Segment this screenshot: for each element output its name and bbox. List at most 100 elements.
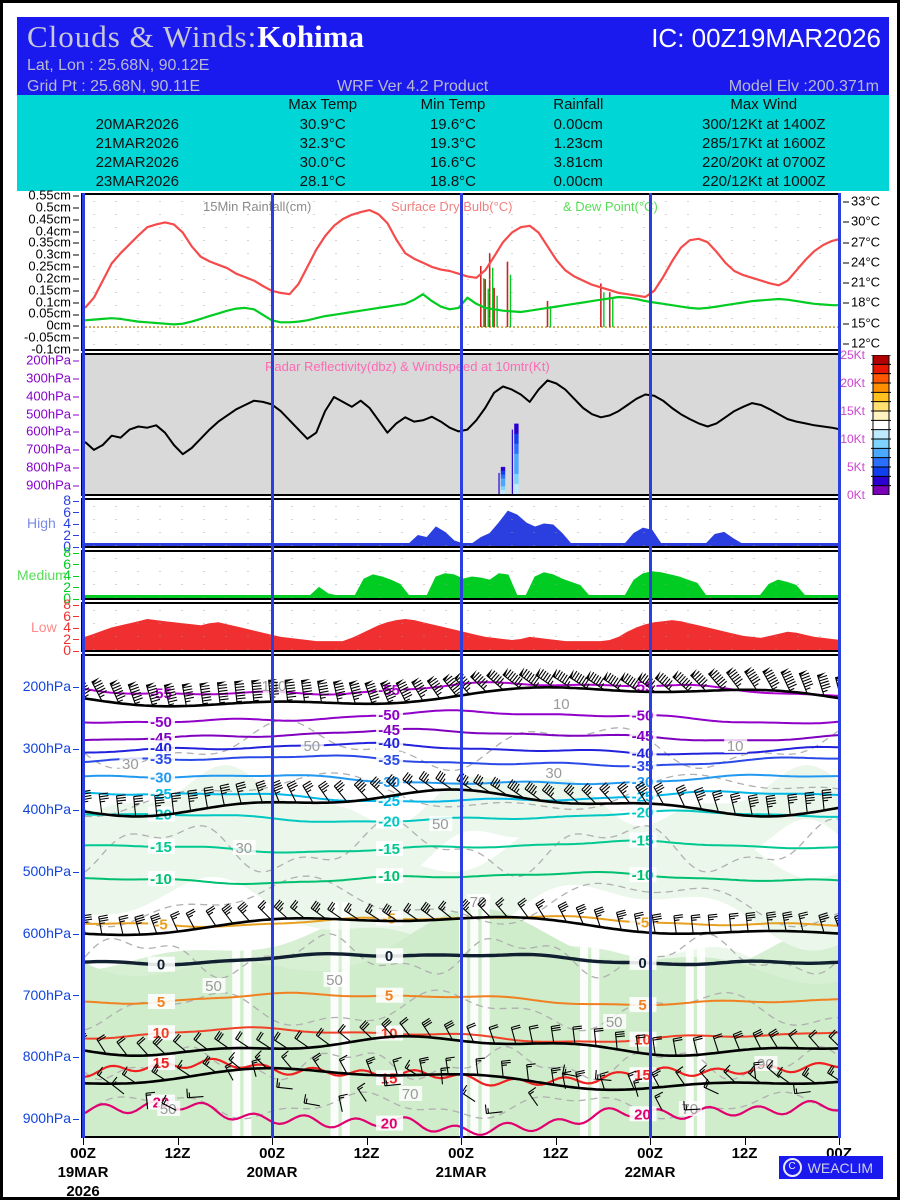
panel1-left-tick: -0.05cm	[3, 330, 79, 345]
x-axis-tick-mark	[83, 1138, 84, 1145]
cloud-tick: 2	[3, 527, 79, 543]
x-axis-tick-mark	[366, 1138, 368, 1145]
x-axis-tick-day: 21MAR	[435, 1164, 487, 1181]
panel1-left-tick: 0.05cm	[3, 306, 79, 321]
wrf-version-label: WRF Ver 4.2 Product	[337, 78, 489, 95]
cloud-tick: 6	[3, 504, 79, 520]
panel1-right-tick: 30°C	[843, 214, 880, 229]
svg-text:50: 50	[160, 1101, 177, 1118]
svg-text:-10: -10	[378, 868, 400, 885]
panel1-right-tick: 18°C	[843, 295, 880, 310]
panel1-left-tick: 0.35cm	[3, 235, 79, 250]
svg-text:-55: -55	[378, 682, 400, 699]
cell-max-temp: 28.1°C	[299, 173, 346, 190]
cell-max-wind: 300/12Kt at 1400Z	[701, 116, 826, 133]
cloud-tick: 8	[3, 492, 79, 508]
cell-max-wind: 220/20Kt at 0700Z	[701, 154, 826, 171]
cell-rainfall: 0.00cm	[553, 116, 603, 133]
table-row: 20MAR2026 30.9°C 19.6°C 0.00cm 300/12Kt …	[17, 115, 889, 134]
x-axis-tick-hour: 12Z	[542, 1145, 569, 1162]
panel2-left-tick: 500hPa	[3, 406, 79, 421]
cloud-tick: 0	[3, 642, 79, 658]
panel1-left-tick: 0.5cm	[3, 199, 79, 214]
model-elevation-label: Model Elv :200.371m	[728, 78, 879, 95]
cloud-tick: 4	[3, 619, 79, 635]
cloud-tick: 8	[3, 596, 79, 612]
day-separator-line	[459, 193, 463, 1138]
cell-rainfall: 3.81cm	[553, 154, 603, 171]
cloud-label-low: Low	[31, 619, 57, 635]
panel2-title: Radar Reflectivity(dbz) & Windspeed at 1…	[265, 359, 550, 374]
lat-lon-label: Lat, Lon : 25.68N, 90.12E	[27, 57, 210, 74]
panel4-left-tick: 900hPa	[3, 1110, 79, 1126]
x-axis-tick-hour: 00Z	[259, 1145, 285, 1162]
panel4-left-tick: 400hPa	[3, 801, 79, 817]
panel2-left-tick: 600hPa	[3, 424, 79, 439]
panel4-left-tick: 200hPa	[3, 678, 79, 694]
svg-text:-15: -15	[150, 839, 172, 856]
title-prefix: Clouds & Winds:	[27, 19, 258, 54]
svg-text:-45: -45	[632, 728, 654, 745]
windspeed-colorbar	[871, 355, 891, 495]
svg-text:-15: -15	[378, 841, 400, 858]
panel1-left-tick: 0.55cm	[3, 188, 79, 203]
cell-min-temp: 18.8°C	[429, 173, 476, 190]
colorbar-tick: 10Kt	[840, 432, 865, 446]
svg-text:-5: -5	[154, 916, 167, 933]
panel4-left-tick: 700hPa	[3, 987, 79, 1003]
copyright-icon: C	[782, 1158, 802, 1177]
svg-text:20: 20	[634, 1106, 651, 1123]
svg-text:50: 50	[606, 1014, 623, 1031]
x-axis-tick-year: 2026	[66, 1183, 100, 1200]
svg-text:-35: -35	[378, 752, 400, 769]
x-axis-tick-day: 19MAR	[57, 1164, 109, 1181]
panel1-left-tick: 0cm	[3, 318, 79, 333]
svg-text:130: 130	[261, 678, 286, 695]
colorbar-tick: 0Kt	[846, 488, 865, 502]
x-axis-tick-mark	[272, 1138, 273, 1145]
svg-text:20: 20	[381, 1116, 398, 1133]
svg-text:70: 70	[470, 894, 487, 911]
panel2-left-tick: 800hPa	[3, 460, 79, 475]
panel2-left-tick: 700hPa	[3, 442, 79, 457]
cloud-tick: 4	[3, 515, 79, 531]
cell-rainfall: 1.23cm	[553, 135, 603, 152]
panel4-left-tick: 600hPa	[3, 925, 79, 941]
table-header-row: Max Temp Min Temp Rainfall Max Wind	[17, 95, 889, 115]
panel1-right-tick: 24°C	[843, 254, 880, 269]
panel1-title-rainfall: 15Min Rainfall(cm)	[203, 199, 312, 214]
panel1-title-dewpoint: & Dew Point(°C)	[563, 199, 658, 214]
panel1-left-tick: 0.25cm	[3, 259, 79, 274]
cell-date: 20MAR2026	[95, 116, 179, 133]
col-head-rainfall: Rainfall	[553, 96, 604, 113]
panel1-left-tick: 0.2cm	[3, 270, 79, 285]
svg-text:-35: -35	[632, 758, 654, 775]
svg-text:90: 90	[757, 1056, 774, 1073]
cloud-tick: 6	[3, 556, 79, 572]
cloud-tick: 0	[3, 590, 79, 606]
x-axis-tick-mark	[461, 1138, 462, 1145]
colorbar-tick: 15Kt	[840, 404, 865, 418]
x-axis-tick-hour: 00Z	[637, 1145, 663, 1162]
x-axis-tick-mark	[177, 1138, 179, 1145]
cell-max-temp: 32.3°C	[299, 135, 346, 152]
svg-text:-10: -10	[150, 871, 172, 888]
cell-date: 23MAR2026	[95, 173, 179, 190]
svg-text:30: 30	[122, 756, 139, 773]
cell-date: 22MAR2026	[95, 154, 179, 171]
svg-text:-15: -15	[632, 833, 654, 850]
col-head-max-wind: Max Wind	[730, 96, 798, 113]
cell-min-temp: 19.6°C	[429, 116, 476, 133]
col-head-date	[17, 95, 258, 115]
panel2-left-tick: 400hPa	[3, 388, 79, 403]
svg-text:-30: -30	[150, 770, 172, 787]
svg-text:5: 5	[385, 988, 393, 1005]
table-row: 22MAR2026 30.0°C 16.6°C 3.81cm 220/20Kt …	[17, 153, 889, 172]
panel2-left-tick: 200hPa	[3, 353, 79, 368]
panel2-left-tick: 300hPa	[3, 370, 79, 385]
colorbar-tick: 25Kt	[840, 348, 865, 362]
panel1-left-tick: 0.15cm	[3, 282, 79, 297]
svg-text:0: 0	[385, 948, 393, 965]
day-separator-line	[837, 193, 841, 1138]
